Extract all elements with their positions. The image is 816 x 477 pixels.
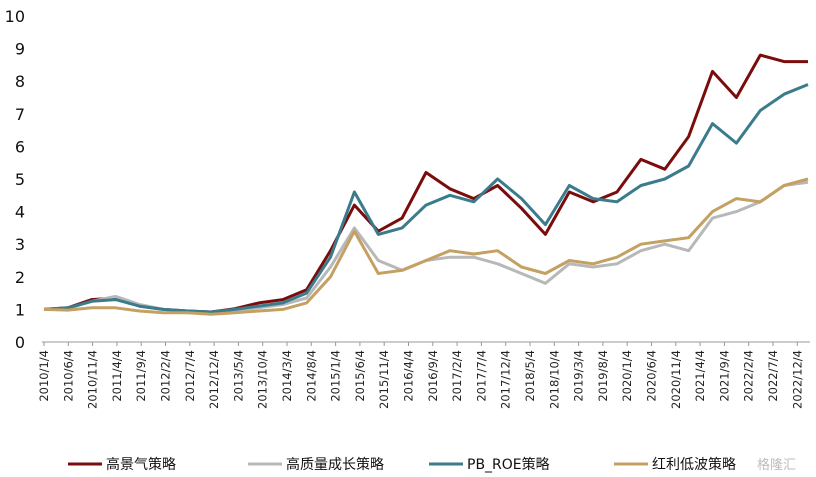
x-tick-label: 2015/11/4 xyxy=(377,350,391,409)
x-tick-label: 2016/4/4 xyxy=(402,350,416,402)
x-tick-label: 2010/11/4 xyxy=(86,350,100,409)
series-line-2 xyxy=(43,180,809,315)
y-tick-label: 8 xyxy=(15,72,25,91)
x-tick-label: 2021/9/4 xyxy=(717,350,731,402)
legend-label: 高质量成长策略 xyxy=(286,456,384,473)
legend-label: 红利低波策略 xyxy=(652,456,736,473)
x-tick-label: 2020/1/4 xyxy=(620,350,634,402)
series-group xyxy=(43,53,809,316)
legend: 高景气策略 高质量成长策略 PB_ROE策略 红利低波策略 xyxy=(68,456,736,473)
y-tick-label: 7 xyxy=(15,105,25,124)
series-line-1 xyxy=(43,53,808,314)
legend-label: 高景气策略 xyxy=(106,456,176,473)
x-tick-label: 2010/6/4 xyxy=(61,350,75,402)
x-tick-label: 2013/5/4 xyxy=(231,350,245,402)
watermark-text: 格隆汇 xyxy=(757,457,796,473)
y-tick-label: 6 xyxy=(15,137,25,156)
x-tick-label: 2015/1/4 xyxy=(329,350,343,402)
x-tick-label: 2015/6/4 xyxy=(353,350,367,402)
y-tick-label: 9 xyxy=(15,40,25,59)
x-tick-label: 2017/2/4 xyxy=(450,350,464,402)
x-tick-label: 2010/1/4 xyxy=(37,350,51,402)
x-tick-label: 2022/2/4 xyxy=(742,350,756,402)
x-tick-label: 2019/8/4 xyxy=(596,350,610,402)
x-tick-label: 2017/12/4 xyxy=(499,350,513,409)
x-tick-label: 2022/7/4 xyxy=(766,350,780,402)
x-tick-label: 2018/10/4 xyxy=(547,350,561,409)
y-tick-label: 3 xyxy=(15,235,25,254)
x-tick-label: 2022/12/4 xyxy=(790,350,804,409)
y-axis-ticks: 0 1 2 3 4 5 6 7 8 9 10 xyxy=(5,7,25,352)
x-tick-label: 2012/7/4 xyxy=(183,350,197,402)
x-tick-label: 2014/8/4 xyxy=(304,350,318,402)
y-tick-label: 0 xyxy=(15,333,25,352)
y-tick-label: 5 xyxy=(15,170,25,189)
x-tick-label: 2017/7/4 xyxy=(474,350,488,402)
x-tick-label: 2016/9/4 xyxy=(426,350,440,402)
y-tick-label: 10 xyxy=(5,7,25,26)
x-tick-label: 2012/12/4 xyxy=(207,350,221,409)
series-line-3 xyxy=(43,83,809,314)
series-line-4 xyxy=(43,177,809,316)
legend-label: PB_ROE策略 xyxy=(467,456,550,473)
y-tick-label: 1 xyxy=(15,300,25,319)
x-tick-label: 2021/4/4 xyxy=(693,350,707,402)
x-tick-label: 2012/2/4 xyxy=(159,350,173,402)
x-tick-label: 2013/10/4 xyxy=(256,350,270,409)
x-tick-label: 2014/3/4 xyxy=(280,350,294,402)
y-tick-label: 2 xyxy=(15,268,25,287)
x-tick-label: 2011/4/4 xyxy=(110,350,124,402)
x-axis-ticks: 2010/1/4 2010/6/4 2010/11/4 2011/4/4 2011/9/… xyxy=(37,342,804,409)
x-tick-label: 2011/9/4 xyxy=(134,350,148,402)
x-tick-label: 2020/11/4 xyxy=(669,350,683,409)
x-tick-label: 2020/6/4 xyxy=(645,350,659,402)
y-tick-label: 4 xyxy=(15,203,25,222)
x-tick-label: 2018/5/4 xyxy=(523,350,537,402)
x-tick-label: 2019/3/4 xyxy=(572,350,586,402)
